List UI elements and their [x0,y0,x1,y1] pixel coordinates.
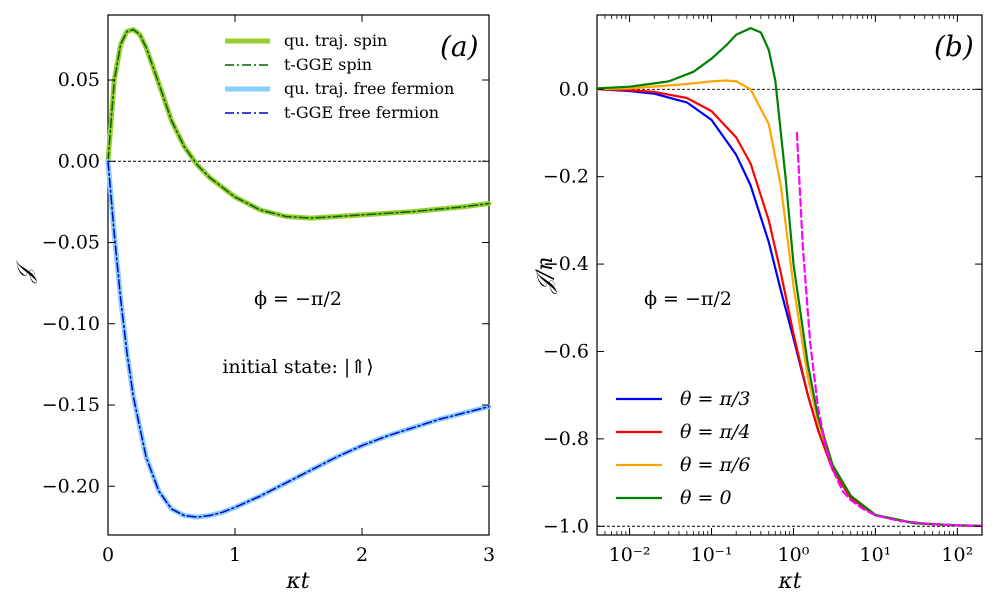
panel-a-ytick-label: 0.05 [58,69,100,91]
panel-b-xtick-label: 10⁻¹ [691,544,733,566]
panel-b: 10⁻² 10⁻¹ 10⁰ 10¹ 10² 0.0 −0.2 −0.4 −0.6 −0.8 −1.0… [533,14,984,594]
panel-b-annotation-phi: ϕ = −π/2 [644,288,732,310]
panel-a-legend-label-0: qu. traj. spin [284,31,387,50]
panel-a: 0 1 2 30.050.00−0.05−0.10−0.15−0.20 (a) κt … [13,14,495,594]
panel-b-ytick-label: −0.4 [543,253,589,275]
panel-a-series-1 [107,28,490,219]
panel-b-xlabel: κt [777,569,801,594]
panel-b-xtick-label: 10⁻² [609,544,651,566]
panel-a-legend-label-2: qu. traj. free fermion [284,79,454,98]
panel-a-frame [107,14,490,536]
panel-a-ytick-label: 0.00 [58,150,100,172]
panel-a-tag: (a) [440,30,479,63]
panel-b-xtick-label: 10¹ [860,544,892,566]
panel-a-xlabel: κt [285,569,309,594]
panel-a-ytick-label: −0.10 [42,313,100,335]
panel-b-legend-label-0: θ = π/3 [680,388,750,410]
panel-b-xtick-label: 10² [941,544,973,566]
panel-a-xtick-label: 3 [483,544,495,566]
panel-a-legend-label-3: t-GGE free fermion [284,103,439,122]
panel-b-series-4 [795,131,984,527]
panel-a-ytick-label: −0.05 [42,232,100,254]
panel-a-series-3 [107,160,490,518]
panel-a-annotation-state: initial state: |⇑⟩ [222,356,373,378]
panel-b-ytick-label: 0.0 [559,78,589,100]
panel-a-legend: qu. traj. spin t-GGE spin qu. traj. free f… [225,31,454,122]
panel-b-xtick-label: 10⁰ [778,544,810,566]
panel-a-legend-label-1: t-GGE spin [284,55,372,74]
panel-b-ylabel: 𝒥/n [533,257,558,295]
panel-b-series-3 [595,27,984,527]
panel-a-annotation-phi: ϕ = −π/2 [254,288,342,310]
panel-b-legend-label-1: θ = π/4 [680,421,750,443]
panel-b-tag: (b) [934,30,974,63]
panel-b-legend: θ = π/3 θ = π/4 θ = π/6 θ = 0 [616,388,750,509]
panel-b-legend-label-2: θ = π/6 [680,454,750,476]
panel-b-ytick-label: −0.6 [543,340,589,362]
panel-a-ytick-label: −0.15 [42,394,100,416]
panel-a-series-2 [105,158,492,520]
panel-b-ytick-label: −0.8 [543,428,589,450]
panel-a-ylabel: 𝒥 [13,260,38,284]
panel-a-xtick-label: 1 [229,544,241,566]
panel-b-ytick-label: −1.0 [543,515,589,537]
panel-a-xtick-label: 2 [356,544,368,566]
panel-b-ytick-label: −0.2 [543,166,589,188]
panel-b-legend-label-3: θ = 0 [680,487,732,509]
panel-a-ytick-label: −0.20 [42,475,100,497]
panel-a-xtick-label: 0 [102,544,114,566]
